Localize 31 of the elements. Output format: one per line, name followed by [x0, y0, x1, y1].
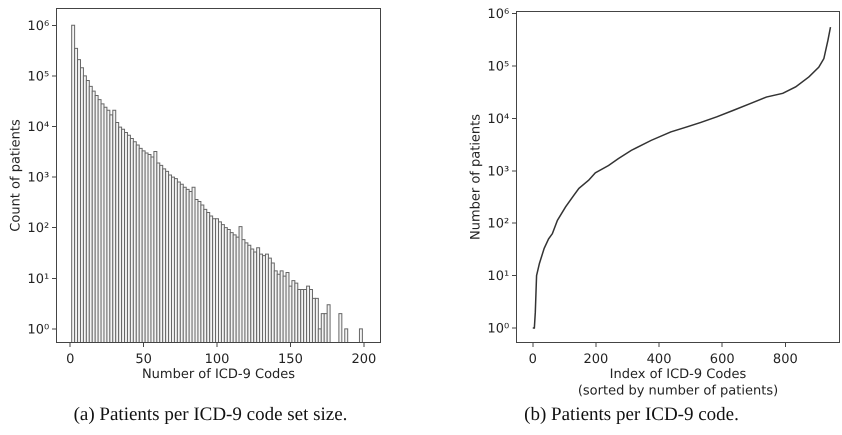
x-tick-label: 600: [710, 352, 735, 367]
y-tick-label: 10²: [487, 216, 510, 232]
x-tick-label: 150: [278, 352, 303, 367]
x-tick-label: 0: [66, 352, 74, 367]
y-tick-label: 10⁵: [27, 69, 50, 84]
y-tick-label: 10³: [487, 164, 510, 180]
y-tick-label: 10²: [27, 221, 50, 236]
x-tick-label: 100: [204, 352, 230, 367]
line-series: [532, 26, 832, 329]
y-tick-label: 10³: [27, 170, 50, 186]
x-tick-label: 50: [135, 352, 152, 367]
y-tick-label: 10⁰: [27, 322, 50, 338]
y-tick-label: 10⁶: [27, 18, 50, 34]
y-tick-label: 10⁰: [487, 322, 510, 337]
x-axis-title: Index of ICD-9 Codes (sorted by number of patients): [578, 366, 778, 399]
y-tick-label: 10⁴: [27, 120, 50, 136]
y-tick-label: 10⁵: [487, 60, 510, 74]
text: (a) Patients per ICD-9 code set size.: [72, 404, 348, 426]
x-tick-label: 0: [528, 352, 537, 367]
y-tick-label: 10¹: [27, 272, 50, 287]
y-tick-label: 10⁶: [487, 7, 510, 22]
y-tick-label: 10⁴: [487, 112, 510, 127]
y-tick-label: 10¹: [487, 269, 510, 284]
y-axis-title: Count of patients: [8, 119, 24, 232]
x-axis-title: Number of ICD-9 Codes: [142, 366, 296, 382]
x-tick-label: 200: [584, 352, 608, 367]
y-axis-title: Number of patients: [468, 114, 484, 240]
text: (b) Patients per ICD-9 code.: [523, 404, 740, 426]
x-tick-label: 200: [351, 352, 376, 367]
x-tick-label: 800: [772, 352, 798, 367]
x-tick-label: 400: [646, 352, 672, 367]
